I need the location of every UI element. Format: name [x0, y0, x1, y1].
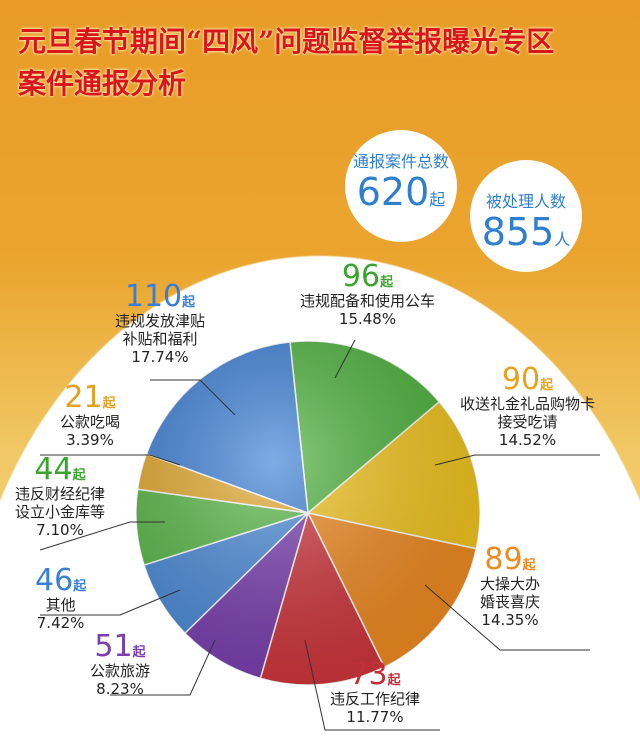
slice-percent: 8.23% — [96, 680, 144, 698]
slice-category: 违规配备和使用公车 — [300, 292, 436, 310]
slice-value: 96 — [341, 259, 381, 294]
slice-category: 婚丧喜庆 — [480, 593, 541, 611]
slice-category: 收送礼金礼品购物卡 — [460, 395, 596, 413]
slice-percent: 7.10% — [36, 521, 84, 539]
slice-percent: 15.48% — [338, 310, 397, 328]
slice-category: 公款旅游 — [90, 662, 151, 680]
slice-percent: 17.74% — [131, 348, 189, 366]
leader-line — [110, 639, 216, 696]
leader-line — [40, 589, 181, 616]
leader-line — [424, 584, 590, 651]
total-cases-unit: 起 — [429, 190, 446, 209]
leader-line — [150, 379, 236, 416]
slice-category: 接受吃请 — [497, 413, 558, 431]
slice-unit: 起 — [72, 468, 86, 483]
slice-value: 73 — [349, 657, 388, 692]
slice-label: 90起收送礼金礼品购物卡 接受吃请 14.52% — [460, 362, 596, 450]
people-value: 855 — [481, 210, 555, 254]
leader-line — [39, 521, 165, 551]
slice-category: 违反工作纪律 — [330, 690, 421, 708]
slice-percent: 14.52% — [498, 431, 557, 449]
slice-label: 89起大操大办 婚丧喜庆 14.35% — [480, 542, 541, 630]
slice-value: 89 — [484, 542, 523, 577]
slice-percent: 14.35% — [481, 611, 539, 629]
slice-category: 大操大办 — [480, 575, 541, 593]
slice-unit: 起 — [522, 558, 536, 573]
slice-label: 44起违反财经纪律 设立小金库等 7.10% — [15, 452, 106, 540]
slice-unit: 起 — [540, 378, 554, 393]
total-cases-value: 620 — [356, 170, 430, 214]
slice-value: 51 — [94, 629, 133, 664]
slice-percent: 7.42% — [36, 614, 85, 632]
slice-category: 补贴和福利 — [122, 330, 198, 348]
slice-value: 46 — [35, 563, 74, 598]
slice-label: 51起公款旅游 8.23% — [90, 629, 151, 699]
slice-label: 110起违规发放津贴 补贴和福利 17.74% — [115, 279, 206, 367]
slice-percent: 11.77% — [346, 708, 404, 726]
leader-line — [40, 454, 181, 466]
leader-line — [334, 339, 356, 379]
leader-line — [304, 639, 440, 731]
slice-category: 违反财经纪律 — [15, 485, 106, 503]
people-bubble: 被处理人数 855人 — [470, 160, 582, 272]
pie-shading — [136, 341, 480, 685]
slice-percent: 3.39% — [66, 431, 114, 449]
slice-label: 73起违反工作纪律 11.77% — [330, 657, 421, 727]
slice-unit: 起 — [73, 579, 87, 594]
slice-category: 设立小金库等 — [15, 503, 106, 521]
slice-unit: 起 — [132, 645, 146, 660]
slice-category: 公款吃喝 — [60, 413, 121, 431]
slice-label: 96起违规配备和使用公车 15.48% — [300, 259, 436, 329]
slice-category: 其他 — [45, 596, 76, 614]
people-caption: 被处理人数 — [485, 192, 566, 211]
page-title: 元旦春节期间“四风”问题监督举报曝光专区 — [18, 25, 555, 58]
slice-unit: 起 — [380, 275, 394, 290]
slice-label: 21起公款吃喝 3.39% — [60, 380, 121, 450]
total-cases-bubble: 通报案件总数 620起 — [345, 130, 457, 242]
page-subtitle: 案件通报分析 — [18, 67, 187, 100]
slice-label: 46起其他 7.42% — [35, 563, 87, 633]
slice-category: 违规发放津贴 — [115, 312, 206, 330]
slice-value: 21 — [64, 380, 103, 415]
people-unit: 人 — [554, 230, 571, 249]
slice-value: 90 — [501, 362, 541, 397]
slice-unit: 起 — [102, 396, 116, 411]
slice-unit: 起 — [387, 673, 401, 688]
leader-line — [434, 454, 600, 466]
slice-value: 110 — [124, 279, 183, 314]
slice-unit: 起 — [182, 295, 196, 310]
slice-value: 44 — [34, 452, 73, 487]
total-cases-caption: 通报案件总数 — [352, 152, 449, 171]
